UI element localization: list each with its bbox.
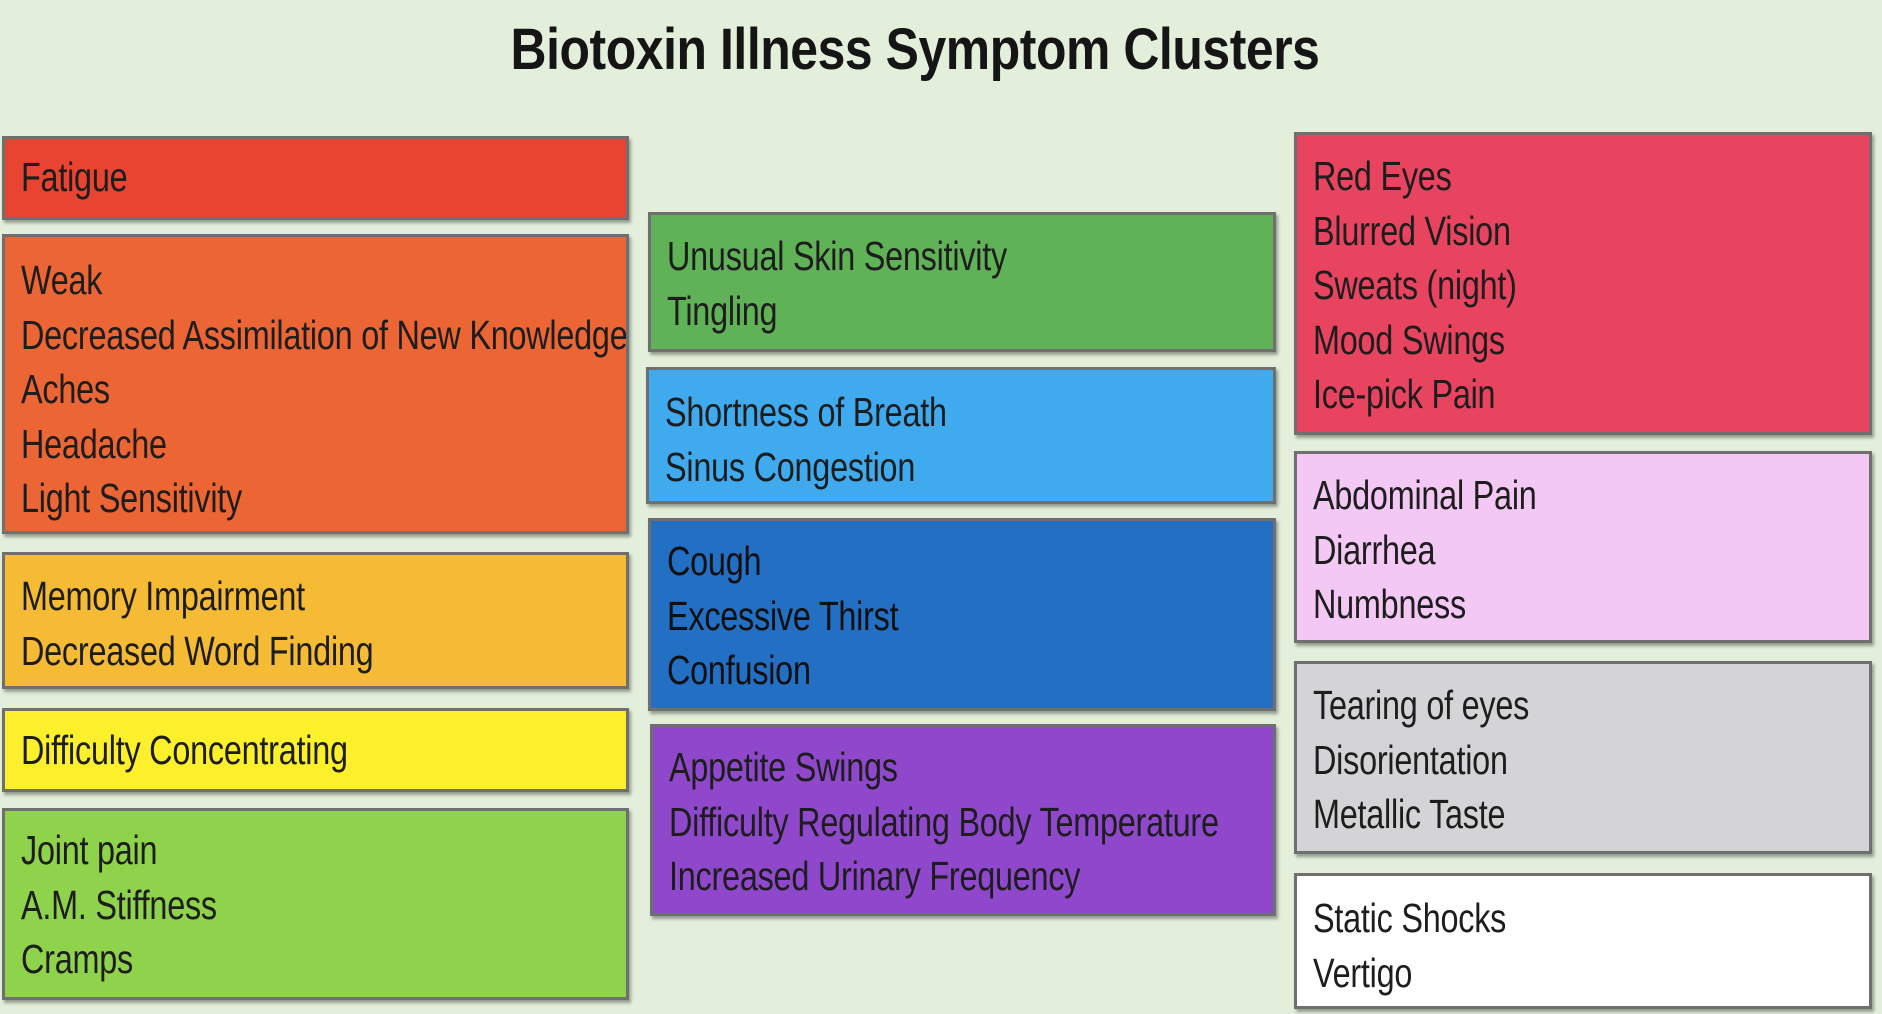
cluster-eyes: Red Eyes Blurred Vision Sweats (night) M…: [1294, 132, 1872, 435]
symptom-item: Decreased Assimilation of New Knowledge: [21, 311, 628, 358]
symptom-item: Blurred Vision: [1313, 207, 1511, 254]
symptom-item: Static Shocks: [1313, 895, 1507, 941]
symptom-item: Cramps: [21, 936, 133, 982]
symptom-item: Difficulty Regulating Body Temperature: [669, 798, 1219, 845]
cluster-cough: Cough Excessive Thirst Confusion: [648, 518, 1276, 711]
symptom-item: Ice-pick Pain: [1313, 371, 1496, 417]
symptom-item: Unusual Skin Sensitivity: [667, 233, 1007, 279]
symptom-item: Joint pain: [21, 827, 158, 873]
symptom-item: Headache: [21, 420, 167, 467]
symptom-item: Sinus Congestion: [665, 443, 916, 490]
symptom-item: Memory Impairment: [21, 573, 305, 619]
cluster-breath: Shortness of Breath Sinus Congestion: [646, 367, 1276, 504]
cluster-joint: Joint pain A.M. Stiffness Cramps: [2, 808, 629, 1000]
symptom-item: Tingling: [667, 287, 778, 334]
symptom-item: Aches: [21, 366, 110, 412]
page-title: Biotoxin Illness Symptom Clusters: [510, 17, 1320, 82]
symptom-item: Excessive Thirst: [667, 592, 899, 639]
symptom-item: Abdominal Pain: [1313, 472, 1537, 518]
symptom-item: Diarrhea: [1313, 526, 1436, 573]
symptom-item: Fatigue: [21, 154, 128, 200]
symptom-item: Metallic Taste: [1313, 791, 1506, 837]
cluster-tearing: Tearing of eyes Disorientation Metallic …: [1294, 661, 1872, 854]
cluster-memory: Memory Impairment Decreased Word Finding: [2, 552, 629, 689]
symptom-item: Disorientation: [1313, 736, 1508, 783]
symptom-item: Cough: [667, 538, 762, 584]
symptom-item: Confusion: [667, 647, 811, 693]
symptom-item: Mood Swings: [1313, 316, 1505, 363]
symptom-item: A.M. Stiffness: [21, 881, 217, 928]
symptom-item: Decreased Word Finding: [21, 627, 374, 674]
symptom-item: Weak: [21, 257, 103, 303]
symptom-item: Increased Urinary Frequency: [669, 853, 1081, 899]
symptom-item: Light Sensitivity: [21, 475, 243, 521]
cluster-fatigue: Fatigue: [2, 136, 629, 220]
cluster-concentration: Difficulty Concentrating: [2, 708, 629, 792]
cluster-appetite: Appetite Swings Difficulty Regulating Bo…: [650, 724, 1276, 916]
symptom-item: Numbness: [1313, 581, 1466, 627]
symptom-item: Vertigo: [1313, 949, 1413, 996]
cluster-skin: Unusual Skin Sensitivity Tingling: [648, 212, 1276, 352]
symptom-item: Shortness of Breath: [665, 389, 947, 435]
cluster-static: Static Shocks Vertigo: [1294, 873, 1872, 1009]
cluster-weak-aches: Weak Decreased Assimilation of New Knowl…: [2, 234, 629, 534]
symptom-item: Difficulty Concentrating: [21, 727, 348, 773]
cluster-abdominal: Abdominal Pain Diarrhea Numbness: [1294, 451, 1872, 643]
symptom-item: Red Eyes: [1313, 153, 1452, 199]
symptom-item: Tearing of eyes: [1313, 682, 1530, 728]
symptom-item: Sweats (night): [1313, 262, 1517, 308]
symptom-item: Appetite Swings: [669, 744, 898, 790]
